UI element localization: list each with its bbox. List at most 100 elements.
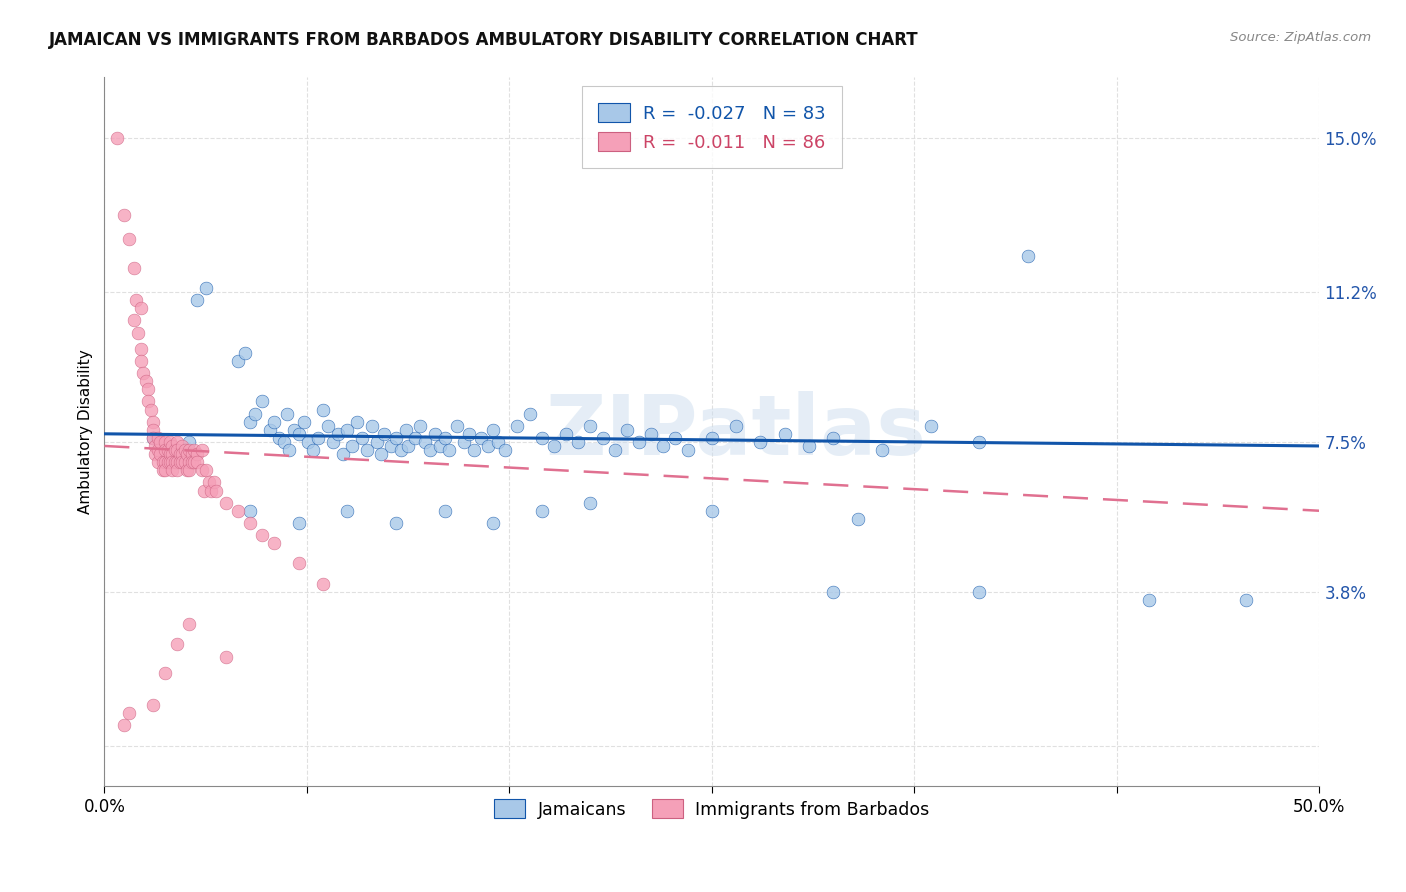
Point [700, 504, 723, 518]
Point [322, 434, 344, 449]
Point [297, 434, 319, 449]
Point [153, 434, 176, 449]
Point [1236, 592, 1258, 607]
Point [579, 496, 602, 510]
Point [186, 293, 208, 308]
Point [205, 483, 228, 498]
Point [152, 463, 174, 477]
Point [287, 516, 309, 530]
Point [159, 447, 181, 461]
Point [307, 431, 329, 445]
Point [179, 455, 201, 469]
Point [243, 407, 266, 421]
Point [193, 483, 215, 498]
Point [579, 418, 602, 433]
Point [129, 354, 152, 368]
Point [350, 431, 373, 445]
Point [627, 434, 650, 449]
Point [112, 718, 135, 732]
Point [396, 439, 419, 453]
Point [169, 447, 191, 461]
Point [409, 418, 432, 433]
Point [145, 447, 167, 461]
Point [336, 423, 359, 437]
Text: JAMAICAN VS IMMIGRANTS FROM BARBADOS AMBULATORY DISABILITY CORRELATION CHART: JAMAICAN VS IMMIGRANTS FROM BARBADOS AMB… [49, 31, 920, 49]
Point [166, 442, 188, 457]
Point [312, 576, 335, 591]
Point [370, 447, 392, 461]
Point [202, 475, 225, 490]
Point [870, 442, 893, 457]
Point [122, 260, 145, 275]
Point [153, 455, 176, 469]
Point [173, 455, 195, 469]
Point [773, 426, 796, 441]
Point [153, 463, 176, 477]
Point [215, 496, 238, 510]
Point [163, 442, 186, 457]
Point [166, 637, 188, 651]
Point [592, 431, 614, 445]
Point [166, 463, 188, 477]
Point [139, 402, 162, 417]
Point [226, 354, 249, 368]
Point [176, 447, 198, 461]
Point [156, 442, 179, 457]
Point [129, 301, 152, 316]
Point [263, 536, 285, 550]
Point [118, 232, 141, 246]
Point [385, 516, 408, 530]
Point [153, 442, 176, 457]
Point [530, 431, 553, 445]
Point [162, 447, 184, 461]
Point [142, 431, 165, 445]
Point [389, 442, 412, 457]
Point [287, 557, 309, 571]
Point [477, 439, 499, 453]
Point [342, 439, 364, 453]
Point [846, 512, 869, 526]
Point [404, 431, 426, 445]
Point [360, 418, 382, 433]
Point [118, 706, 141, 721]
Point [252, 394, 274, 409]
Point [136, 382, 159, 396]
Point [239, 516, 262, 530]
Point [162, 463, 184, 477]
Point [190, 463, 212, 477]
Point [439, 442, 461, 457]
Point [142, 698, 165, 713]
Point [112, 208, 135, 222]
Point [183, 442, 205, 457]
Point [457, 426, 479, 441]
Point [239, 415, 262, 429]
Point [453, 434, 475, 449]
Point [312, 402, 335, 417]
Point [200, 483, 222, 498]
Point [159, 455, 181, 469]
Point [519, 407, 541, 421]
Point [664, 431, 686, 445]
Point [166, 434, 188, 449]
Point [423, 426, 446, 441]
Point [166, 455, 188, 469]
Point [159, 434, 181, 449]
Point [1017, 249, 1039, 263]
Point [1137, 592, 1160, 607]
Point [823, 584, 845, 599]
Point [433, 431, 456, 445]
Point [433, 504, 456, 518]
Point [169, 455, 191, 469]
Point [176, 463, 198, 477]
Point [172, 439, 194, 453]
Point [179, 463, 201, 477]
Point [153, 665, 176, 680]
Point [486, 434, 509, 449]
Point [142, 423, 165, 437]
Point [180, 447, 202, 461]
Point [326, 426, 349, 441]
Point [283, 423, 305, 437]
Point [125, 293, 148, 308]
Point [336, 504, 359, 518]
Point [463, 442, 485, 457]
